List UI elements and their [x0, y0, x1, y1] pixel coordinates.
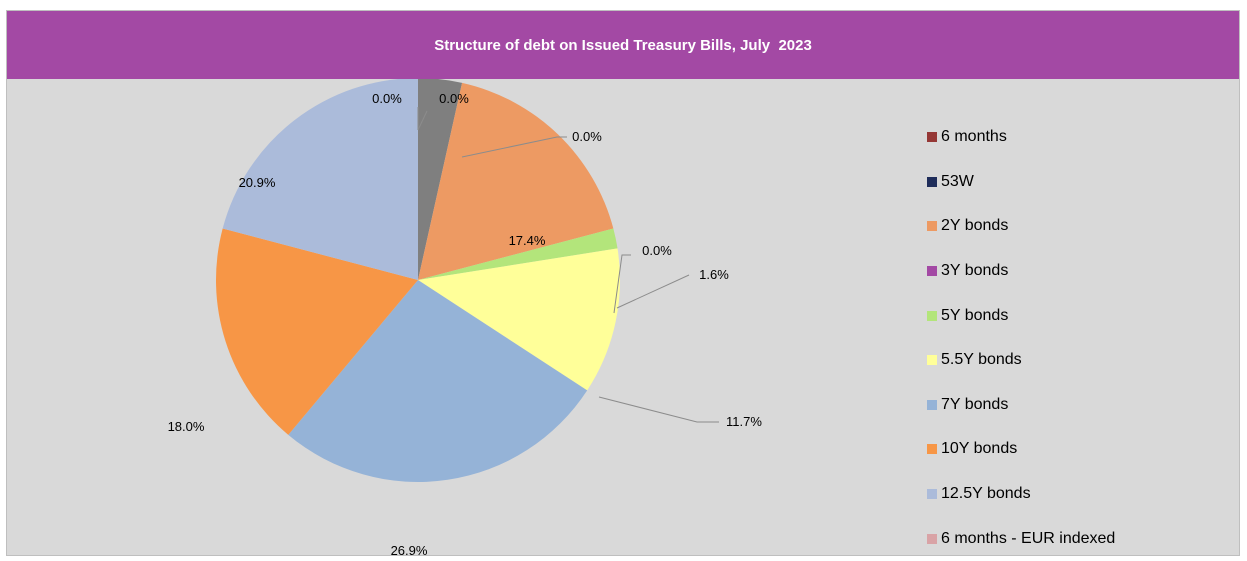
legend-item-53w: 53W: [927, 160, 1115, 205]
data-label-5-5y-bonds: 11.7%: [726, 414, 762, 429]
legend-swatch-10y-bonds: [927, 444, 937, 455]
legend-item-5-5y-bonds: 5.5Y bonds: [927, 338, 1115, 383]
chart-legend: 6 months 53W 2Y bonds 3Y bonds 5Y bonds 5.5Y …: [927, 115, 1115, 561]
legend-swatch-6-months: [927, 132, 937, 143]
data-label-10y-bonds: 18.0%: [168, 419, 205, 434]
pie-slice-2y-bonds: [418, 82, 614, 281]
legend-label-10y-bonds: 10Y bonds: [941, 440, 1018, 458]
legend-label-2y-bonds: 2Y bonds: [941, 217, 1009, 235]
leader-line-53w: [417, 110, 428, 131]
pie-slice-12-5y-bonds: [222, 79, 418, 280]
pie-slice-5-5y-bonds: [418, 248, 620, 391]
legend-swatch-53w: [927, 176, 937, 187]
leader-line-3y-bonds: [613, 254, 631, 314]
leader-line-5-5y-bonds: [598, 396, 719, 423]
chart-title-bar: Structure of debt on Issued Treasury Bil…: [7, 11, 1239, 79]
data-label-top-right-extra: 0.0%: [572, 129, 602, 144]
legend-label-6-months-eur-indexed: 6 months - EUR indexed: [941, 529, 1116, 547]
legend-label-5y-bonds: 5Y bonds: [941, 306, 1009, 324]
legend-item-12-5y-bonds: 12.5Y bonds: [927, 472, 1115, 517]
legend-swatch-5-5y-bonds: [927, 355, 937, 366]
leader-line-top-right-extra: [461, 136, 567, 158]
legend-swatch-6-months-eur-indexed: [927, 533, 937, 544]
pie-slice-10y-bonds: [216, 228, 418, 435]
legend-item-7y-bonds: 7Y bonds: [927, 383, 1115, 428]
legend-item-2y-bonds: 2Y bonds: [927, 204, 1115, 249]
legend-swatch-5y-bonds: [927, 310, 937, 321]
chart-area: Structure of debt on Issued Treasury Bil…: [6, 10, 1240, 557]
data-label-12-5y-bonds: 20.9%: [239, 175, 276, 190]
legend-item-5y-bonds: 5Y bonds: [927, 293, 1115, 338]
legend-label-7y-bonds: 7Y bonds: [941, 395, 1009, 413]
legend-swatch-7y-bonds: [927, 399, 937, 410]
data-label-5y-bonds: 1.6%: [699, 267, 729, 282]
legend-label-6-months: 6 months: [941, 128, 1007, 146]
chart-title: Structure of debt on Issued Treasury Bil…: [434, 36, 812, 54]
legend-item-3y-bonds: 3Y bonds: [927, 249, 1115, 294]
legend-label-53w: 53W: [941, 172, 974, 190]
legend-item-10y-bonds: 10Y bonds: [927, 427, 1115, 472]
pie-chart: 0.0% 0.0% 17.4% 0.0% 1.6% 11.7% 26.9% 18.0% 20.9…: [168, 79, 762, 557]
legend-swatch-12-5y-bonds: [927, 489, 937, 500]
data-label-6-months: 0.0%: [372, 91, 402, 106]
pie-slice-unlabeled: [418, 79, 463, 280]
data-label-3y-bonds: 0.0%: [642, 243, 672, 258]
leader-line-5y-bonds: [616, 274, 690, 309]
data-label-7y-bonds: 26.9%: [391, 543, 428, 557]
legend-item-6-months: 6 months: [927, 115, 1115, 160]
legend-swatch-2y-bonds: [927, 221, 937, 232]
data-label-2y-bonds: 17.4%: [509, 233, 546, 248]
pie-slice-7y-bonds: [288, 280, 588, 482]
legend-label-5-5y-bonds: 5.5Y bonds: [941, 351, 1022, 369]
legend-swatch-3y-bonds: [927, 266, 937, 277]
data-label-53w: 0.0%: [439, 91, 469, 106]
legend-label-12-5y-bonds: 12.5Y bonds: [941, 485, 1031, 503]
legend-label-3y-bonds: 3Y bonds: [941, 262, 1009, 280]
pie-slice-5y-bonds: [418, 228, 618, 280]
legend-item-6-months-eur-indexed: 6 months - EUR indexed: [927, 516, 1115, 561]
